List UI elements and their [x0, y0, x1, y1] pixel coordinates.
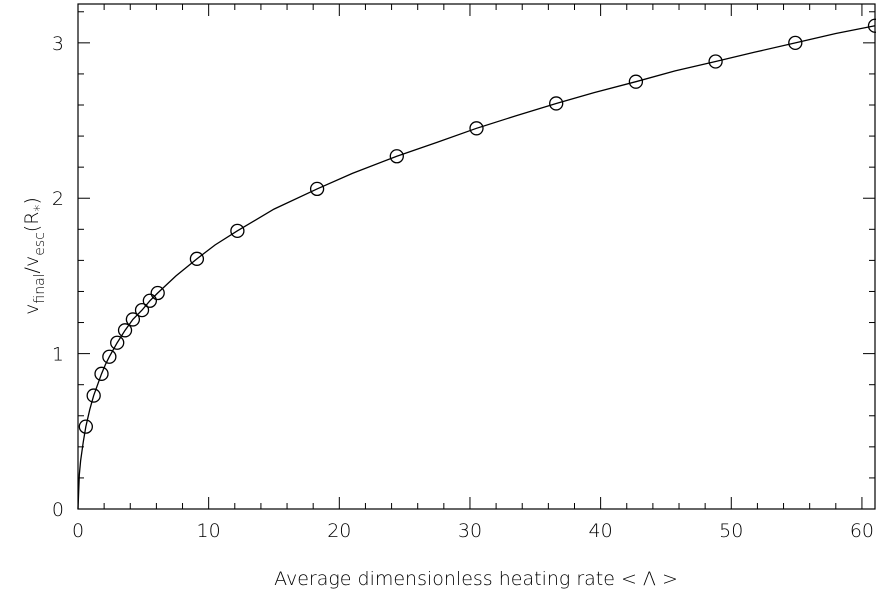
- data-point: [389, 149, 404, 164]
- x-tick-label: 50: [719, 520, 743, 542]
- data-point: [142, 293, 158, 308]
- y-label-paren-open: (R: [21, 212, 43, 233]
- data-point: [867, 18, 876, 33]
- fit-curve-line: [77, 25, 876, 510]
- x-axis-title: Average dimensionless heating rate < Λ >: [274, 568, 678, 590]
- data-point: [189, 251, 205, 266]
- x-tick-label: 40: [589, 520, 613, 542]
- data-point: [125, 312, 141, 327]
- x-tick-label: 60: [850, 520, 874, 542]
- y-label-paren-close: ): [21, 197, 43, 204]
- y-tick-label: 1: [52, 344, 64, 366]
- y-tick-label: 2: [52, 188, 64, 210]
- x-tick-label: 20: [327, 520, 351, 542]
- y-label-slash: /: [21, 266, 43, 273]
- data-point: [469, 121, 484, 136]
- data-point: [150, 285, 165, 301]
- y-axis-ticks: 0 1 2 3: [52, 11, 875, 521]
- plot-frame: [77, 3, 876, 510]
- data-point: [628, 74, 644, 89]
- y-label-sub-final: final: [32, 273, 48, 303]
- data-point: [134, 302, 150, 318]
- y-label-star: *: [32, 205, 48, 212]
- data-point: [788, 35, 803, 50]
- data-point: [94, 366, 109, 381]
- data-point: [102, 349, 117, 364]
- data-point: [78, 419, 93, 434]
- data-points: [78, 18, 876, 434]
- data-point: [86, 388, 101, 403]
- y-label-sub-esc: esc: [32, 232, 48, 256]
- x-tick-label: 30: [458, 520, 482, 542]
- data-point: [549, 96, 564, 111]
- x-tick-label: 0: [72, 520, 84, 542]
- data-point: [230, 223, 245, 239]
- data-point: [110, 335, 125, 350]
- y-label-v2: v: [21, 256, 43, 267]
- y-axis-title: vfinal/vesc(R*): [21, 197, 48, 315]
- y-tick-label: 3: [52, 33, 64, 55]
- data-point: [708, 54, 723, 69]
- x-tick-label: 10: [197, 520, 221, 542]
- y-label-v1: v: [21, 304, 43, 315]
- data-point: [117, 323, 133, 338]
- x-axis-ticks: 0 10 20 30 40 50 60: [72, 4, 874, 542]
- data-point: [309, 181, 325, 197]
- y-tick-label: 0: [52, 499, 64, 521]
